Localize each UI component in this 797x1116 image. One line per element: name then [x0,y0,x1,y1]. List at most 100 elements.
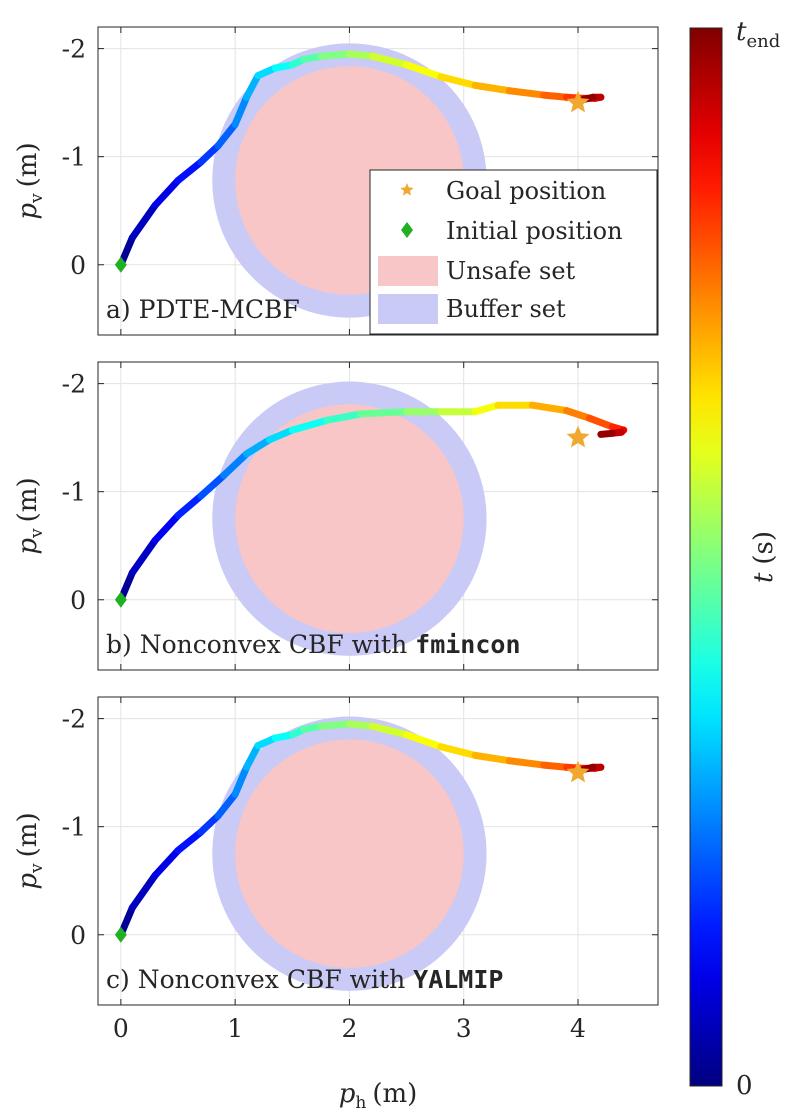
x-tick-label: 4 [570,1014,586,1043]
trajectory-segment [437,743,479,759]
trajectory-segment [288,416,331,434]
legend-initial-diamond-icon [401,222,413,238]
trajectory-segment [174,828,205,854]
panel-c-unsafe-set [235,739,464,968]
panel-a-ticks: -2 -1 0 [62,27,658,335]
trajectory-segment [265,426,296,444]
x-tick-label: 1 [227,1014,243,1043]
trajectory-segment [220,450,251,479]
trajectory-segment [151,176,182,209]
legend-goal-star-icon [400,183,414,196]
y-tick-label: -2 [62,705,86,734]
trajectory-segment [128,201,159,242]
trajectory-segment [368,52,411,69]
trajectory-segment [368,722,411,739]
trajectory-segment [174,158,205,184]
trajectory-segment [243,742,262,771]
panel-b-frame [97,361,659,671]
panel-b-ticks: -2 -1 0 [62,362,658,670]
trajectory-segment [151,846,182,879]
panel-a-frame [97,26,659,336]
panel-a-trajectory [117,50,605,269]
trajectory-segment [505,87,548,99]
panel-b-trajectory [117,401,628,604]
colorbar-axis-label: t(s) [749,531,779,583]
trajectory-segment [243,436,273,458]
y-tick-label: -1 [62,143,86,172]
trajectory-segment [403,61,445,81]
panel-c-label: c) Nonconvex CBF with YALMIP [106,965,503,994]
panel-a-goal-marker [566,90,590,113]
trajectory-segment [357,408,411,418]
panel-c-ticks: 0 1 2 3 4 -2 -1 0 [62,697,658,1043]
legend-unsafe-swatch-icon [378,256,438,286]
x-tick-label: 2 [341,1014,357,1043]
trajectory-segment [540,91,571,101]
panel-b-ylabel: pv(m) [13,477,47,554]
trajectory-segment [197,142,222,166]
trajectory-segment [231,93,251,128]
trajectory-segment [174,492,205,519]
legend-buffer-swatch-icon [378,294,438,324]
colorbar-gradient [689,27,723,1087]
panel-b-label: b) Nonconvex CBF with fmincon [106,630,521,659]
trajectory-segment [128,536,159,577]
x-axis-label: ph (m) [339,1079,418,1113]
x-tick-label: 0 [113,1014,129,1043]
legend-goal-label: Goal position [446,177,606,205]
panel-b-initial-marker [114,591,127,608]
y-tick-label: 0 [70,586,86,615]
panel-a-ylabel: pv(m) [13,142,47,219]
panel-c-frame [97,696,659,1006]
trajectory-segment [214,120,239,150]
trajectory-segment [345,50,376,60]
trajectory-segment [471,81,513,95]
panel-a-label: a) PDTE-MCBF [106,295,300,324]
trajectory-segment [597,429,616,438]
y-tick-label: 0 [70,921,86,950]
trajectory-segment [437,73,479,89]
trajectory-segment [528,401,571,415]
panel-c-initial-marker [114,926,127,943]
trajectory-segment [345,720,376,730]
y-tick-label: -2 [62,370,86,399]
colorbar-bottom-label: 0 [736,1071,753,1101]
legend-unsafe-label: Unsafe set [446,257,576,285]
panel-a-initial-marker [114,256,127,273]
trajectory-segment [243,72,262,101]
panel-c-trajectory [117,720,605,939]
y-tick-label: -2 [62,35,86,64]
legend: Goal position Initial position Unsafe se… [369,169,658,335]
trajectory-segment [505,757,548,769]
panel-b-goal-marker [566,425,590,448]
trajectory-segment [231,763,251,798]
trajectory-segment [197,471,228,500]
trajectory-segment [317,50,353,60]
trajectory-segment [540,761,571,771]
trajectory-segment [585,414,616,431]
trajectory-segment [317,720,353,730]
panel-c: 0 1 2 3 4-2-10 c) Nonconvex CBF with YALMIP … [13,696,659,1113]
x-tick-label: 3 [456,1014,472,1043]
trajectory-segment [471,751,513,765]
legend-initial-label: Initial position [446,217,623,245]
panel-b: -2 -1 0 b) Nonconvex CBF with fmincon pv(m… [13,361,659,671]
trajectory-segment [471,401,502,416]
panel-c-goal-marker [566,760,590,783]
panel-c-ylabel: pv(m) [13,812,47,889]
colorbar-top-label: tend [736,17,780,52]
trajectory-segment [214,790,239,820]
trajectory-segment [323,410,365,424]
y-tick-label: 0 [70,251,86,280]
colorbar: tend 0 t(s) [689,17,780,1101]
trajectory-segment [197,812,222,836]
panel-b-unsafe-set [235,404,464,633]
legend-buffer-label: Buffer set [446,295,566,323]
trajectory-segment [151,511,182,544]
panel-a: -2 -1 0 a) PDTE-MCBF pv(m) Goal position I… [13,26,659,336]
trajectory-segment [563,407,593,422]
trajectory-segment [403,731,445,751]
y-tick-label: -1 [62,478,86,507]
y-tick-label: -1 [62,813,86,842]
